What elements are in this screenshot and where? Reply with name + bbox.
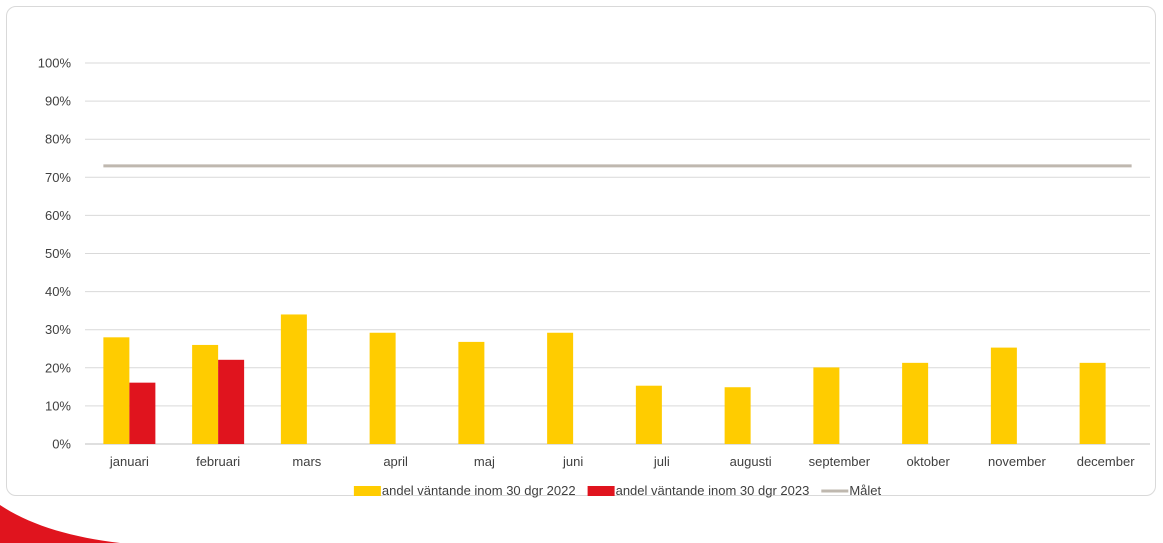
bar-juni-s1 [547, 332, 574, 444]
x-axis-labels: januari februari mars april maj juni juli augus… [109, 454, 1135, 469]
y-tick-label: 0% [52, 437, 71, 452]
x-tick-label: augusti [730, 454, 772, 469]
y-tick-label: 30% [45, 322, 71, 337]
y-tick-label: 70% [45, 170, 71, 185]
y-tick-label: 10% [45, 398, 71, 413]
legend-swatch [353, 486, 381, 496]
x-tick-label: september [809, 454, 871, 469]
x-tick-label: oktober [906, 454, 950, 469]
bar-februari-s2 [218, 359, 245, 444]
legend: andel väntande inom 30 dgr 2022 andel vän… [353, 483, 881, 498]
x-tick-label: december [1077, 454, 1135, 469]
bar-mars-s1 [280, 314, 307, 444]
y-tick-label: 80% [45, 132, 71, 147]
legend-item: andel väntande inom 30 dgr 2022 [353, 483, 576, 498]
y-tick-label: 40% [45, 284, 71, 299]
y-tick-label: 60% [45, 208, 71, 223]
y-tick-label: 100% [38, 56, 72, 71]
y-tick-label: 90% [45, 94, 71, 109]
x-tick-label: november [988, 454, 1046, 469]
bar-augusti-s1 [724, 387, 751, 444]
bar-februari-s1 [192, 344, 219, 444]
bars [103, 314, 1106, 444]
bar-januari-s1 [103, 337, 130, 444]
y-tick-label: 50% [45, 246, 71, 261]
chart-frame [6, 6, 1156, 496]
legend-label: andel väntande inom 30 dgr 2022 [382, 483, 576, 498]
bar-maj-s1 [458, 341, 485, 444]
x-tick-label: juli [653, 454, 670, 469]
bar-oktober-s1 [902, 362, 929, 444]
legend-label: Målet [849, 483, 881, 498]
brand-swoosh [0, 505, 120, 543]
gridlines [85, 62, 1150, 445]
x-tick-label: februari [196, 454, 240, 469]
bar-november-s1 [990, 347, 1017, 444]
legend-item: Målet [821, 483, 881, 498]
bar-januari-s2 [129, 382, 156, 444]
legend-label: andel väntande inom 30 dgr 2023 [616, 483, 810, 498]
x-tick-label: juni [562, 454, 583, 469]
legend-item: andel väntande inom 30 dgr 2023 [587, 483, 810, 498]
y-axis-labels: 0% 10% 20% 30% 40% 50% 60% 70% 80% 90% 100% [38, 56, 72, 452]
x-tick-label: mars [292, 454, 321, 469]
bar-juli-s1 [635, 385, 662, 444]
bar-april-s1 [369, 332, 396, 444]
bar-december-s1 [1079, 362, 1106, 444]
legend-swatch [587, 486, 615, 496]
x-tick-label: januari [109, 454, 149, 469]
y-tick-label: 20% [45, 360, 71, 375]
bar-september-s1 [813, 367, 840, 444]
x-tick-label: maj [474, 454, 495, 469]
x-tick-label: april [383, 454, 408, 469]
